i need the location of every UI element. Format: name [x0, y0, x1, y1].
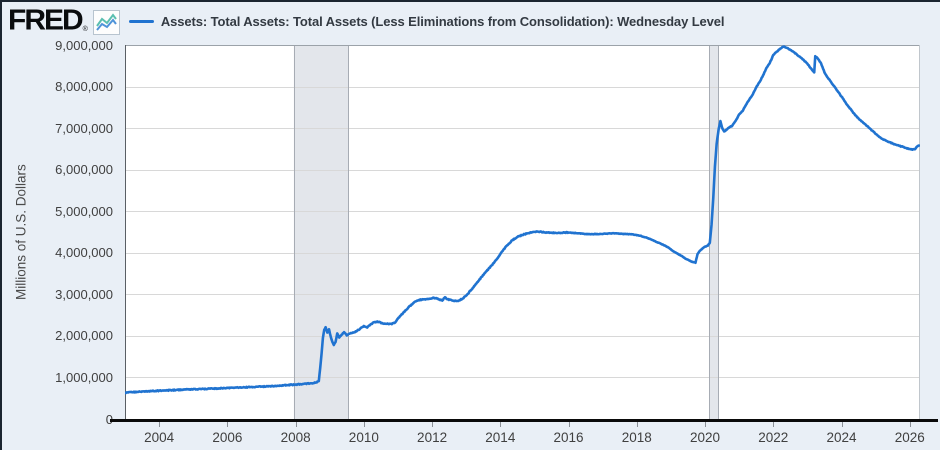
- y-tick-label: 8,000,000: [55, 79, 113, 95]
- y-tick-label: 4,000,000: [55, 245, 113, 261]
- x-tick-label: 2008: [280, 430, 311, 445]
- chart-svg: [123, 45, 921, 419]
- fred-logo-text: FRED: [8, 4, 84, 37]
- x-tick-label: 2024: [826, 430, 857, 445]
- x-tick-mark: [296, 422, 297, 427]
- y-tick-label: 9,000,000: [55, 37, 113, 53]
- x-tick-label: 2022: [758, 430, 789, 445]
- x-tick-label: 2010: [348, 430, 379, 445]
- x-tick-mark: [637, 422, 638, 427]
- x-tick-label: 2016: [553, 430, 584, 445]
- x-tick-mark: [569, 422, 570, 427]
- y-tick-label: 1,000,000: [55, 369, 113, 385]
- x-tick-label: 2004: [144, 430, 175, 445]
- x-tick-mark: [910, 422, 911, 427]
- x-tick-label: 2012: [417, 430, 448, 445]
- fred-logo-chart-icon: [92, 9, 120, 35]
- y-tick-label: 0: [106, 412, 113, 427]
- x-tick-mark: [364, 422, 365, 427]
- registered-trademark-mark: ®: [82, 26, 88, 33]
- y-axis-title: Millions of U.S. Dollars: [13, 164, 29, 300]
- chart-plot-area[interactable]: [123, 45, 921, 419]
- legend-line-swatch: [128, 19, 154, 23]
- y-tick-label: 2,000,000: [55, 328, 113, 344]
- x-tick-label: 2026: [894, 430, 925, 445]
- x-tick-label: 2020: [690, 430, 721, 445]
- y-tick-label: 6,000,000: [55, 162, 113, 178]
- y-tick-label: 7,000,000: [55, 120, 113, 136]
- recession-band: [709, 45, 719, 419]
- x-tick-label: 2014: [485, 430, 516, 445]
- x-tick-label: 2006: [212, 430, 243, 445]
- x-tick-mark: [842, 422, 843, 427]
- y-tick-label: 5,000,000: [55, 203, 113, 219]
- x-tick-mark: [159, 422, 160, 427]
- legend: Assets: Total Assets: Total Assets (Less…: [128, 13, 725, 29]
- series-line: [123, 45, 921, 395]
- x-tick-mark: [500, 422, 501, 427]
- x-tick-mark: [227, 422, 228, 427]
- x-tick-mark: [432, 422, 433, 427]
- x-tick-mark: [773, 422, 774, 427]
- fred-logo[interactable]: FRED ®: [8, 6, 120, 36]
- chart-header: FRED ® Assets: Total Assets: Total Asset…: [2, 2, 940, 40]
- x-tick-label: 2018: [621, 430, 652, 445]
- x-axis-line: [110, 419, 938, 422]
- legend-series-label: Assets: Total Assets: Total Assets (Less…: [160, 13, 725, 29]
- y-tick-label: 3,000,000: [55, 286, 113, 302]
- x-tick-mark: [705, 422, 706, 427]
